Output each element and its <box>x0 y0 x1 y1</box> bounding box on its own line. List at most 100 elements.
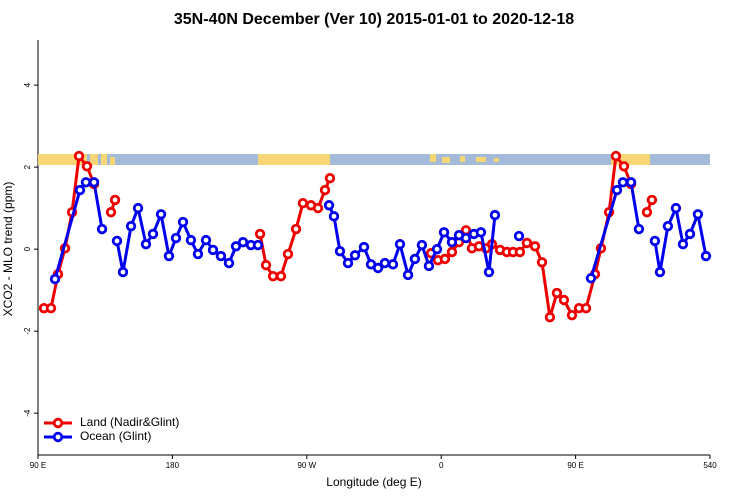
data-point <box>125 220 137 232</box>
data-point <box>529 241 541 252</box>
data-point <box>446 246 458 258</box>
data-point <box>45 302 57 314</box>
land-strip <box>460 156 465 162</box>
x-tick-label: 180 <box>166 461 180 470</box>
data-point <box>323 200 335 211</box>
data-point <box>438 227 450 238</box>
x-tick-label: 0 <box>439 461 444 470</box>
data-point <box>192 248 204 260</box>
land-strip <box>430 154 436 162</box>
data-point <box>662 220 674 232</box>
data-point <box>402 269 414 281</box>
data-point <box>475 227 487 238</box>
data-point <box>649 235 661 247</box>
data-point <box>514 246 526 258</box>
data-point <box>342 257 354 269</box>
data-point <box>416 239 428 251</box>
data-point <box>312 202 324 214</box>
data-point <box>625 177 637 188</box>
data-point <box>254 228 266 240</box>
data-point <box>460 232 472 244</box>
data-point <box>700 250 712 262</box>
y-tick-label: 0 <box>23 246 32 251</box>
data-point <box>324 172 336 184</box>
data-point <box>237 236 249 248</box>
data-point <box>81 161 93 172</box>
x-axis-label: Longitude (deg E) <box>326 475 421 489</box>
data-point <box>513 230 525 242</box>
data-point <box>290 223 302 235</box>
data-point <box>544 312 556 323</box>
y-axis-label: XCO2 - MLO trend (ppm) <box>1 182 15 317</box>
data-point <box>387 259 399 270</box>
data-point <box>379 257 391 269</box>
chart-title: 35N-40N December (Ver 10) 2015-01-01 to … <box>174 11 574 28</box>
data-point <box>670 202 682 214</box>
data-point <box>88 177 100 188</box>
data-point <box>275 271 287 282</box>
data-point <box>641 207 653 218</box>
data-point <box>423 260 435 272</box>
data-point <box>536 257 548 268</box>
land-strip <box>258 154 330 165</box>
data-point <box>163 250 175 262</box>
data-point <box>646 194 658 206</box>
data-point <box>109 194 121 206</box>
data-point <box>117 266 129 278</box>
x-tick-label: 540 <box>703 461 717 470</box>
data-point <box>177 216 189 228</box>
legend-marker <box>52 431 64 443</box>
data-point <box>677 239 689 250</box>
data-point <box>446 236 458 248</box>
data-point <box>551 287 563 299</box>
data-point <box>439 253 451 265</box>
data-point <box>74 184 86 196</box>
ocean-strip <box>38 154 710 165</box>
land-strip <box>476 157 486 162</box>
y-tick-label: 4 <box>23 82 32 87</box>
data-point <box>431 243 443 255</box>
land-strip <box>611 154 650 165</box>
legend-marker <box>52 417 64 429</box>
data-point <box>617 177 629 188</box>
data-point <box>132 202 144 214</box>
data-point <box>215 250 227 262</box>
data-point <box>358 241 370 253</box>
data-point <box>372 262 384 274</box>
data-point <box>200 234 212 246</box>
data-point <box>223 257 235 269</box>
data-point <box>111 235 123 247</box>
data-point <box>328 211 340 222</box>
data-point <box>73 150 85 162</box>
data-point <box>252 239 264 251</box>
data-point <box>618 161 630 172</box>
data-point <box>334 245 346 257</box>
data-point <box>297 198 309 209</box>
data-point <box>185 234 197 246</box>
data-point <box>409 253 421 265</box>
data-point <box>147 228 159 240</box>
data-point <box>483 266 495 278</box>
data-point <box>692 209 704 220</box>
data-point <box>394 239 406 250</box>
data-point <box>585 273 597 284</box>
land-strip <box>90 154 98 165</box>
data-point <box>684 228 696 240</box>
data-point <box>558 294 570 306</box>
land-strip <box>494 158 499 162</box>
land-strip <box>101 154 107 165</box>
data-point <box>521 237 533 249</box>
data-point <box>140 239 152 250</box>
data-point <box>611 184 623 196</box>
data-point <box>155 209 167 220</box>
y-tick-label: -4 <box>23 409 32 417</box>
land-strip <box>38 154 87 165</box>
x-tick-label: 90 E <box>567 461 583 470</box>
x-tick-label: 90 W <box>297 461 316 470</box>
y-tick-label: 2 <box>23 164 32 169</box>
data-point <box>105 207 117 218</box>
data-point <box>319 184 331 196</box>
data-point <box>489 209 501 221</box>
data-point <box>49 273 61 285</box>
land-sea-strip <box>38 154 710 165</box>
